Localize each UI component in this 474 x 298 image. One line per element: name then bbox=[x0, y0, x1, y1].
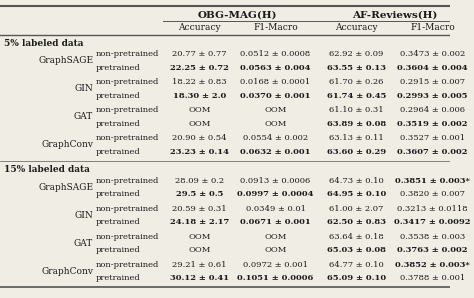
Text: 0.0632 ± 0.001: 0.0632 ± 0.001 bbox=[240, 148, 311, 156]
Text: non-pretrained: non-pretrained bbox=[96, 177, 159, 185]
Text: 0.0168 ± 0.0001: 0.0168 ± 0.0001 bbox=[240, 78, 311, 86]
Text: GIN: GIN bbox=[74, 211, 93, 220]
Text: 0.2964 ± 0.006: 0.2964 ± 0.006 bbox=[400, 106, 465, 114]
Text: 0.2915 ± 0.007: 0.2915 ± 0.007 bbox=[400, 78, 465, 86]
Text: GraphConv: GraphConv bbox=[41, 267, 93, 276]
Text: GAT: GAT bbox=[74, 112, 93, 121]
Text: GAT: GAT bbox=[74, 239, 93, 248]
Text: 65.09 ± 0.10: 65.09 ± 0.10 bbox=[327, 274, 386, 283]
Text: 0.3527 ± 0.001: 0.3527 ± 0.001 bbox=[400, 134, 465, 142]
Text: GraphSAGE: GraphSAGE bbox=[38, 183, 93, 192]
Text: 0.3763 ± 0.002: 0.3763 ± 0.002 bbox=[397, 246, 468, 254]
Text: 0.3417 ± 0.0092: 0.3417 ± 0.0092 bbox=[394, 218, 471, 226]
Text: F1-Macro: F1-Macro bbox=[253, 24, 298, 32]
Text: non-pretrained: non-pretrained bbox=[96, 106, 159, 114]
Text: OOM: OOM bbox=[264, 106, 287, 114]
Text: 20.59 ± 0.31: 20.59 ± 0.31 bbox=[172, 205, 227, 213]
Text: pretrained: pretrained bbox=[96, 246, 141, 254]
Text: 0.3788 ± 0.001: 0.3788 ± 0.001 bbox=[400, 274, 465, 283]
Text: 0.0997 ± 0.0004: 0.0997 ± 0.0004 bbox=[237, 190, 314, 198]
Text: pretrained: pretrained bbox=[96, 274, 141, 283]
Text: 0.3851 ± 0.003*: 0.3851 ± 0.003* bbox=[395, 177, 470, 185]
Text: 63.64 ± 0.18: 63.64 ± 0.18 bbox=[329, 233, 384, 241]
Text: non-pretrained: non-pretrained bbox=[96, 134, 159, 142]
Text: OOM: OOM bbox=[188, 246, 211, 254]
Text: pretrained: pretrained bbox=[96, 190, 141, 198]
Text: 0.3820 ± 0.007: 0.3820 ± 0.007 bbox=[400, 190, 465, 198]
Text: pretrained: pretrained bbox=[96, 91, 141, 100]
Text: pretrained: pretrained bbox=[96, 218, 141, 226]
Text: 64.77 ± 0.10: 64.77 ± 0.10 bbox=[329, 261, 384, 269]
Text: 30.12 ± 0.41: 30.12 ± 0.41 bbox=[170, 274, 229, 283]
Text: 0.3604 ± 0.004: 0.3604 ± 0.004 bbox=[397, 63, 468, 72]
Text: 0.3852 ± 0.003*: 0.3852 ± 0.003* bbox=[395, 261, 470, 269]
Text: 0.3538 ± 0.003: 0.3538 ± 0.003 bbox=[400, 233, 465, 241]
Text: OOM: OOM bbox=[264, 233, 287, 241]
Text: 65.03 ± 0.08: 65.03 ± 0.08 bbox=[327, 246, 386, 254]
Text: 23.23 ± 0.14: 23.23 ± 0.14 bbox=[170, 148, 229, 156]
Text: 28.09 ± 0.2: 28.09 ± 0.2 bbox=[175, 177, 224, 185]
Text: pretrained: pretrained bbox=[96, 148, 141, 156]
Text: AF-Reviews(H): AF-Reviews(H) bbox=[352, 10, 437, 19]
Text: 61.70 ± 0.26: 61.70 ± 0.26 bbox=[329, 78, 383, 86]
Text: 0.0563 ± 0.004: 0.0563 ± 0.004 bbox=[240, 63, 311, 72]
Text: 0.2993 ± 0.005: 0.2993 ± 0.005 bbox=[397, 91, 468, 100]
Text: F1-Macro: F1-Macro bbox=[410, 24, 455, 32]
Text: non-pretrained: non-pretrained bbox=[96, 261, 159, 269]
Text: 62.92 ± 0.09: 62.92 ± 0.09 bbox=[329, 50, 383, 58]
Text: OOM: OOM bbox=[264, 246, 287, 254]
Text: OBG-MAG(H): OBG-MAG(H) bbox=[198, 10, 277, 19]
Text: 64.95 ± 0.10: 64.95 ± 0.10 bbox=[327, 190, 386, 198]
Text: OOM: OOM bbox=[188, 233, 211, 241]
Text: 20.90 ± 0.54: 20.90 ± 0.54 bbox=[172, 134, 227, 142]
Text: OOM: OOM bbox=[264, 119, 287, 128]
Text: 18.30 ± 2.0: 18.30 ± 2.0 bbox=[173, 91, 226, 100]
Text: 0.1051 ± 0.0006: 0.1051 ± 0.0006 bbox=[237, 274, 314, 283]
Text: 0.3607 ± 0.002: 0.3607 ± 0.002 bbox=[397, 148, 468, 156]
Text: GraphSAGE: GraphSAGE bbox=[38, 56, 93, 65]
Text: 0.0671 ± 0.001: 0.0671 ± 0.001 bbox=[240, 218, 311, 226]
Text: 0.3213 ± 0.0118: 0.3213 ± 0.0118 bbox=[397, 205, 468, 213]
Text: 63.60 ± 0.29: 63.60 ± 0.29 bbox=[327, 148, 386, 156]
Text: non-pretrained: non-pretrained bbox=[96, 233, 159, 241]
Text: 61.10 ± 0.31: 61.10 ± 0.31 bbox=[329, 106, 383, 114]
Text: 0.0370 ± 0.001: 0.0370 ± 0.001 bbox=[240, 91, 311, 100]
Text: OOM: OOM bbox=[188, 106, 211, 114]
Text: GIN: GIN bbox=[74, 84, 93, 93]
Text: 62.50 ± 0.83: 62.50 ± 0.83 bbox=[327, 218, 386, 226]
Text: GraphConv: GraphConv bbox=[41, 140, 93, 149]
Text: 24.18 ± 2.17: 24.18 ± 2.17 bbox=[170, 218, 229, 226]
Text: non-pretrained: non-pretrained bbox=[96, 78, 159, 86]
Text: 63.89 ± 0.08: 63.89 ± 0.08 bbox=[327, 119, 386, 128]
Text: 64.73 ± 0.10: 64.73 ± 0.10 bbox=[329, 177, 384, 185]
Text: 20.77 ± 0.77: 20.77 ± 0.77 bbox=[172, 50, 227, 58]
Text: 0.3473 ± 0.002: 0.3473 ± 0.002 bbox=[400, 50, 465, 58]
Text: 0.0349 ± 0.01: 0.0349 ± 0.01 bbox=[246, 205, 306, 213]
Text: Accuracy: Accuracy bbox=[335, 24, 378, 32]
Text: 61.74 ± 0.45: 61.74 ± 0.45 bbox=[327, 91, 386, 100]
Text: non-pretrained: non-pretrained bbox=[96, 205, 159, 213]
Text: 0.0512 ± 0.0008: 0.0512 ± 0.0008 bbox=[240, 50, 311, 58]
Text: 0.0972 ± 0.001: 0.0972 ± 0.001 bbox=[243, 261, 308, 269]
Text: 22.25 ± 0.72: 22.25 ± 0.72 bbox=[170, 63, 229, 72]
Text: 29.5 ± 0.5: 29.5 ± 0.5 bbox=[176, 190, 223, 198]
Text: 0.0554 ± 0.002: 0.0554 ± 0.002 bbox=[243, 134, 308, 142]
Text: 61.00 ± 2.07: 61.00 ± 2.07 bbox=[329, 205, 383, 213]
Text: OOM: OOM bbox=[188, 119, 211, 128]
Text: Accuracy: Accuracy bbox=[178, 24, 221, 32]
Text: 5% labeled data: 5% labeled data bbox=[4, 38, 83, 47]
Text: non-pretrained: non-pretrained bbox=[96, 50, 159, 58]
Text: pretrained: pretrained bbox=[96, 63, 141, 72]
Text: 29.21 ± 0.61: 29.21 ± 0.61 bbox=[173, 261, 227, 269]
Text: 0.0913 ± 0.0006: 0.0913 ± 0.0006 bbox=[240, 177, 311, 185]
Text: 63.55 ± 0.13: 63.55 ± 0.13 bbox=[327, 63, 386, 72]
Text: pretrained: pretrained bbox=[96, 119, 141, 128]
Text: 0.3519 ± 0.002: 0.3519 ± 0.002 bbox=[397, 119, 468, 128]
Text: 18.22 ± 0.83: 18.22 ± 0.83 bbox=[172, 78, 227, 86]
Text: 63.13 ± 0.11: 63.13 ± 0.11 bbox=[329, 134, 384, 142]
Text: 15% labeled data: 15% labeled data bbox=[4, 165, 90, 175]
